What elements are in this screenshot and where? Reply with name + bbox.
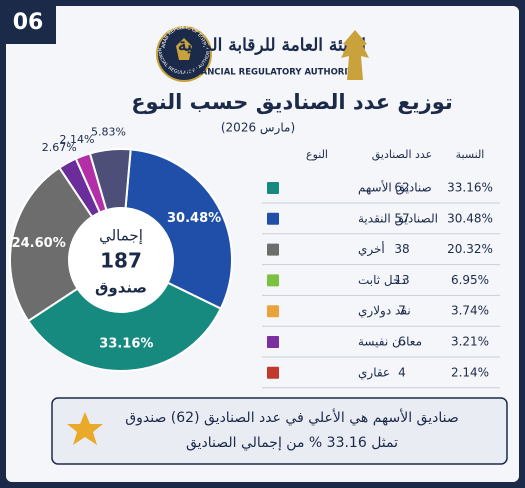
table-cell: صناديق الأسهم [358, 180, 432, 196]
center-label: إجمالي [99, 227, 143, 246]
table-cell: دخل ثابت [358, 273, 406, 287]
note-line: صناديق الأسهم هي الأعلي في عدد الصناديق … [125, 408, 458, 426]
table-cell: 33.16% [447, 181, 493, 195]
value-label: 30.48% [167, 211, 221, 226]
legend-swatch [267, 274, 279, 287]
table-cell: 38 [394, 242, 409, 256]
donut: 30.48% 33.16% 24.60% 2.67%2.14%5.83% إجمالي 1… [9, 126, 233, 372]
donut-segment [26, 281, 223, 372]
table-cell: 3.21% [451, 335, 489, 349]
donut-segment [88, 148, 132, 212]
legend-swatch [267, 366, 279, 379]
table-cell: أخري [358, 241, 385, 257]
value-label: 5.83% [91, 126, 126, 139]
table-cell: 20.32% [447, 242, 493, 256]
donut-segment [9, 166, 94, 323]
table-cell: 57 [394, 211, 409, 225]
logo-english: FINANCIAL REGULATORY AUTHORITY [185, 68, 361, 78]
table-cell: معادن نفيسة [358, 335, 422, 349]
table-cell: 3.74% [451, 304, 489, 318]
legend-swatch [267, 305, 279, 318]
table-cell: 13 [394, 273, 409, 287]
table-cell: 6.95% [451, 273, 489, 287]
chart-title: توزيع عدد الصناديق حسب النوع [131, 90, 453, 114]
table-cell: 62 [394, 181, 409, 195]
table-cell: الصناديق النقدية [358, 211, 438, 226]
table-cell: 30.48% [447, 211, 493, 225]
donut-segment [124, 148, 233, 310]
table-cell: 2.14% [451, 365, 489, 379]
value-label: 24.60% [12, 236, 66, 251]
table-cell: عقاري [358, 365, 390, 380]
table-cell: 4 [398, 365, 406, 379]
table-cell: 7 [398, 304, 406, 318]
donut-hole [70, 209, 172, 311]
star [67, 412, 103, 445]
table-header: النسبة [456, 148, 485, 161]
table-cell: 6 [398, 335, 406, 349]
table-header: عدد الصناديق [372, 148, 432, 162]
legend-swatch [267, 182, 279, 194]
center-label: 187 [100, 249, 142, 273]
note-line: تمثل 33.16 % من إجمالي الصناديق [186, 435, 398, 451]
badge-box [0, 0, 56, 44]
legend-swatch [267, 212, 279, 225]
center-label: صندوق [95, 279, 147, 297]
value-label: 33.16% [99, 336, 153, 351]
table-cell: نقد دولاري [358, 304, 411, 319]
legend-swatch [267, 336, 279, 348]
seal-emblem [176, 38, 192, 60]
chart-subtitle: (مارس 2026) [221, 121, 295, 136]
logo-arabic: الهيئة العامة للرقابة المالية [178, 36, 366, 56]
eagle [341, 30, 369, 80]
value-label: 2.14% [59, 133, 94, 146]
value-label: 2.67% [42, 141, 77, 154]
legend-swatch [267, 243, 279, 256]
note-box [51, 397, 508, 465]
badge: 06 [13, 10, 44, 35]
table-header: النوع [306, 148, 328, 161]
